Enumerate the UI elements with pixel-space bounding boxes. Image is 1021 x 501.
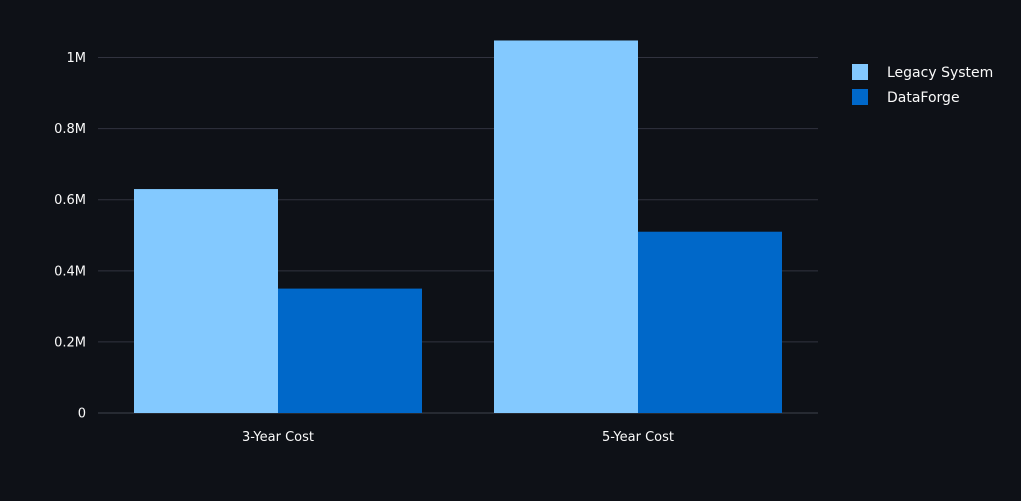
legend-label[interactable]: Legacy System — [887, 65, 993, 81]
bar-legacy-system-0[interactable] — [134, 189, 278, 413]
bar-dataforge-0[interactable] — [278, 288, 422, 413]
bar-dataforge-1[interactable] — [638, 231, 782, 413]
y-tick-label: 0.2M — [54, 335, 86, 350]
y-tick-label: 0 — [78, 407, 86, 422]
y-tick-label: 0.6M — [54, 193, 86, 208]
legend[interactable]: Legacy System DataForge — [852, 64, 993, 106]
legend-label[interactable]: DataForge — [887, 90, 960, 106]
bar-legacy-system-1[interactable] — [494, 40, 638, 413]
legend-swatch[interactable] — [852, 89, 868, 105]
legend-swatch[interactable] — [852, 64, 868, 80]
y-tick-label: 0.8M — [54, 122, 86, 137]
x-axis-ticks: 3-Year Cost 5-Year Cost — [242, 430, 674, 445]
bars — [134, 40, 782, 413]
y-tick-label: 1M — [67, 51, 87, 66]
y-tick-label: 0.4M — [54, 264, 86, 279]
x-tick-label: 5-Year Cost — [602, 430, 674, 445]
y-axis-ticks: 0 0.2M 0.4M 0.6M 0.8M 1M — [54, 51, 86, 421]
x-tick-label: 3-Year Cost — [242, 430, 314, 445]
